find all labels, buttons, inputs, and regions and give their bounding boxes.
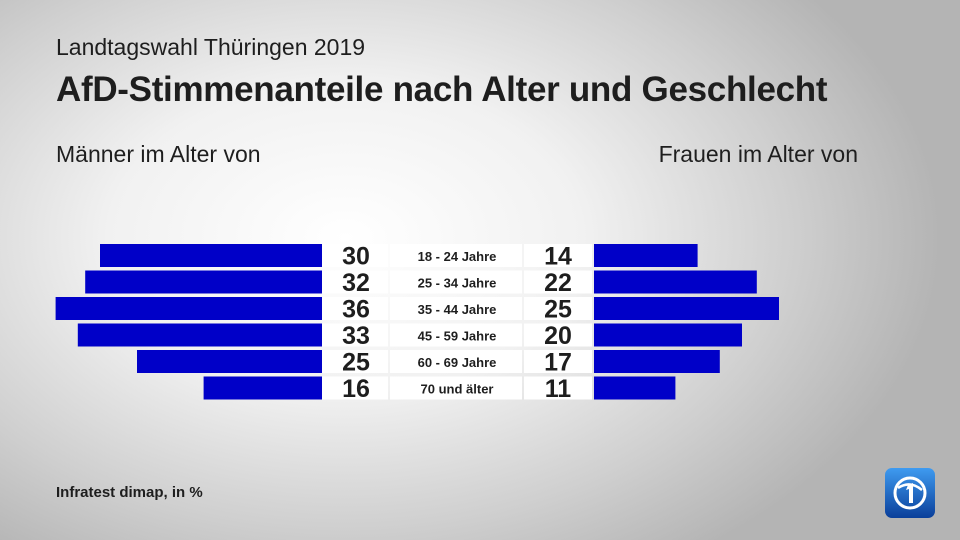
category-label: 60 - 69 Jahre bbox=[418, 355, 497, 370]
men-bar bbox=[85, 270, 322, 294]
women-value-label: 14 bbox=[544, 243, 572, 271]
women-value-box bbox=[524, 323, 592, 347]
category-box bbox=[390, 297, 522, 320]
women-value-label: 22 bbox=[544, 269, 572, 297]
category-box bbox=[390, 270, 522, 294]
chart-subtitle: Landtagswahl Thüringen 2019 bbox=[56, 34, 366, 60]
men-value-box bbox=[322, 323, 388, 347]
category-box bbox=[390, 244, 522, 267]
men-bar bbox=[77, 323, 322, 347]
women-value-box bbox=[524, 270, 592, 294]
women-value-box bbox=[524, 376, 592, 400]
category-box bbox=[390, 376, 522, 400]
women-bar bbox=[594, 350, 720, 373]
men-bar bbox=[137, 350, 322, 373]
men-value-box bbox=[322, 270, 388, 294]
men-bar bbox=[55, 297, 322, 320]
ard-das-erste-logo-icon bbox=[885, 468, 935, 518]
category-label: 70 und älter bbox=[421, 382, 494, 397]
women-column-header: Frauen im Alter von bbox=[658, 141, 858, 167]
women-value-box bbox=[524, 244, 592, 267]
men-value-label: 32 bbox=[342, 269, 370, 297]
men-column-header: Männer im Alter von bbox=[56, 141, 261, 167]
men-value-label: 16 bbox=[342, 375, 370, 403]
men-value-label: 30 bbox=[342, 243, 370, 271]
women-bar bbox=[594, 376, 676, 400]
men-value-label: 25 bbox=[342, 349, 370, 377]
category-label: 45 - 59 Jahre bbox=[418, 329, 497, 344]
women-bar bbox=[594, 297, 779, 320]
women-value-label: 17 bbox=[544, 349, 572, 377]
category-box bbox=[390, 350, 522, 373]
men-value-box bbox=[322, 376, 388, 400]
men-value-label: 36 bbox=[342, 296, 370, 324]
women-bar bbox=[594, 323, 742, 347]
women-value-label: 25 bbox=[544, 296, 572, 324]
women-value-label: 20 bbox=[544, 322, 572, 350]
category-label: 35 - 44 Jahre bbox=[418, 302, 497, 317]
women-bar bbox=[594, 244, 698, 267]
chart-title: AfD-Stimmenanteile nach Alter und Geschl… bbox=[56, 70, 828, 109]
category-label: 25 - 34 Jahre bbox=[418, 276, 497, 291]
women-value-box bbox=[524, 350, 592, 373]
category-label: 18 - 24 Jahre bbox=[418, 249, 497, 264]
men-value-label: 33 bbox=[342, 322, 370, 350]
women-value-box bbox=[524, 297, 592, 320]
women-value-label: 11 bbox=[545, 375, 572, 403]
women-bar bbox=[594, 270, 757, 294]
men-value-box bbox=[322, 244, 388, 267]
men-bar bbox=[100, 244, 322, 267]
men-bar bbox=[203, 376, 322, 400]
men-value-box bbox=[322, 297, 388, 320]
men-value-box bbox=[322, 350, 388, 373]
category-box bbox=[390, 323, 522, 347]
source-note: Infratest dimap, in % bbox=[56, 484, 203, 501]
